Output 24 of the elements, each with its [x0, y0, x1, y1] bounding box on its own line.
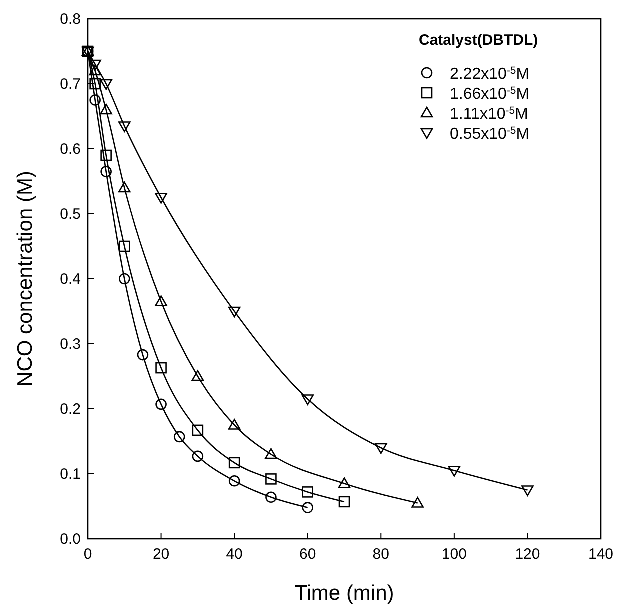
y-tick-label: 0.7 [60, 76, 81, 93]
legend-label: 2.22x10$^{-5}$M [450, 66, 530, 83]
y-tick-label: 0.6 [60, 141, 81, 158]
y-tick-label: 0.0 [60, 531, 81, 548]
x-tick-label: 80 [372, 546, 390, 563]
y-tick-label: 0.8 [60, 11, 81, 28]
x-tick-label: 120 [515, 546, 540, 563]
x-tick-label: 140 [588, 546, 614, 563]
legend-label: 1.66x10$^{-5}$M [450, 86, 530, 103]
legend-title: Catalyst(DBTDL) [419, 32, 538, 49]
y-tick-label: 0.4 [60, 271, 81, 288]
y-tick-label: 0.2 [60, 401, 81, 418]
x-axis-title: Time (min) [294, 582, 394, 605]
x-tick-label: 20 [152, 546, 170, 563]
x-tick-label: 0 [84, 546, 92, 563]
legend-label: 1.11x10$^{-5}$M [450, 106, 528, 123]
y-axis-title: NCO concentration (M) [14, 171, 37, 387]
y-tick-label: 0.1 [60, 466, 81, 483]
x-tick-label: 100 [442, 546, 467, 563]
legend-label: 0.55x10$^{-5}$M [450, 126, 530, 143]
y-tick-label: 0.5 [60, 206, 81, 223]
x-tick-label: 60 [300, 546, 316, 563]
y-tick-label: 0.3 [60, 336, 81, 353]
x-tick-label: 40 [226, 546, 243, 563]
